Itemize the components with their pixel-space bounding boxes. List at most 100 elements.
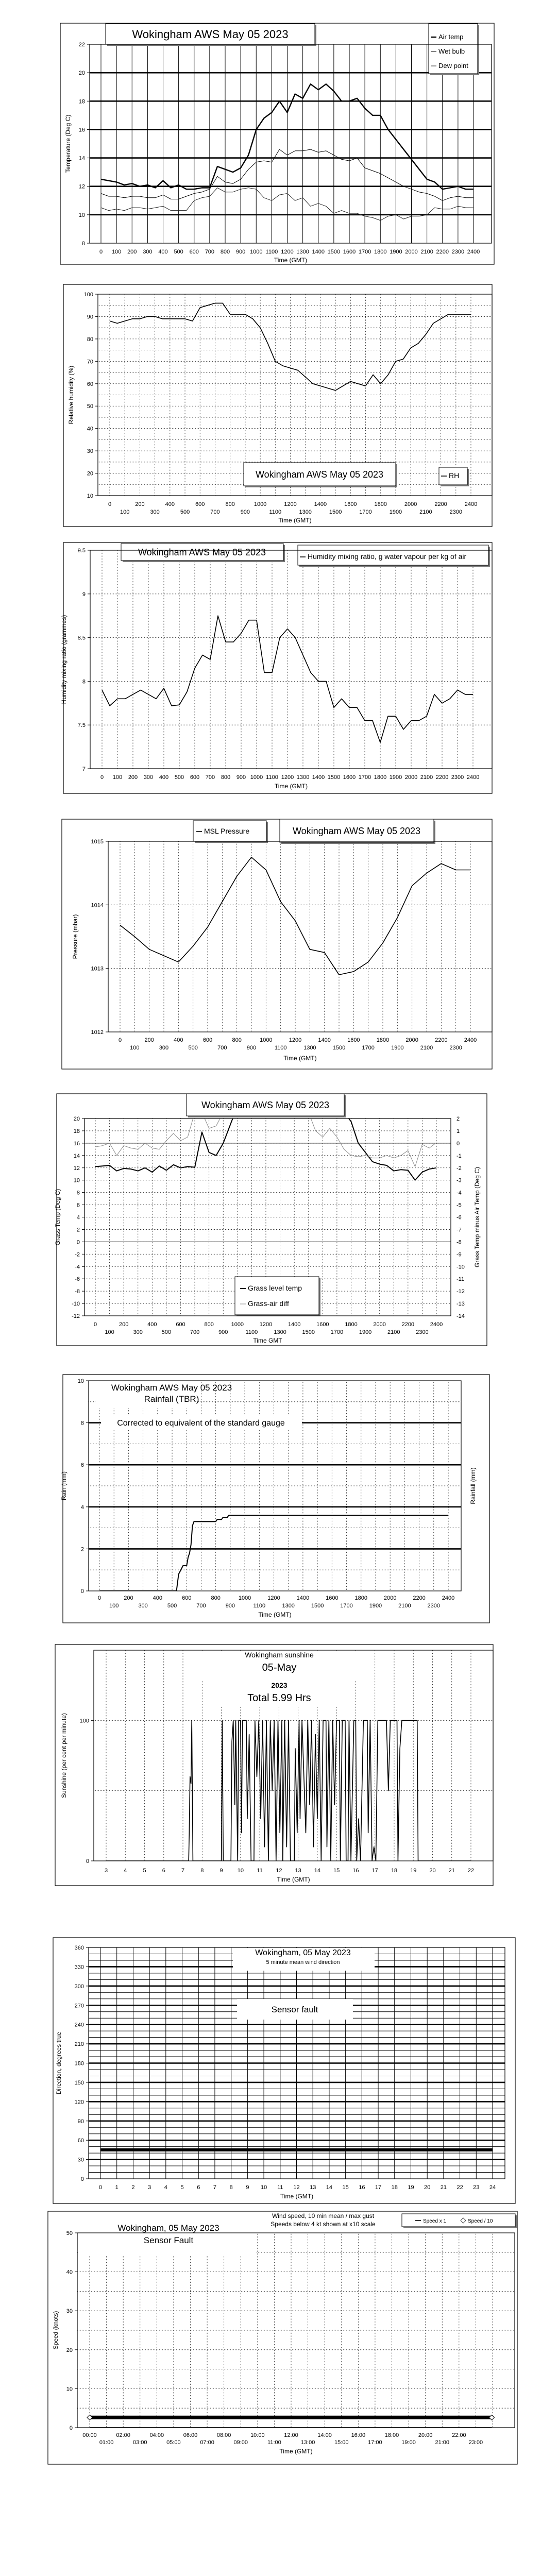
x-tick-label: 11 — [277, 2184, 283, 2191]
y-tick-label: 9 — [82, 591, 86, 598]
series-line-2 — [100, 149, 474, 201]
x-tick-label: 600 — [190, 249, 199, 255]
y2-tick-label: -9 — [457, 1251, 462, 1258]
x-tick-label: 400 — [158, 249, 167, 255]
x-tick-label: 2000 — [384, 1595, 396, 1601]
x-tick-label: 2200 — [413, 1595, 425, 1601]
chart-note: Sensor Fault — [144, 2235, 194, 2245]
x-tick-label: 02:00 — [116, 2432, 130, 2438]
x-tick-label: 1800 — [377, 1037, 389, 1043]
x-tick-label: 2000 — [405, 774, 417, 781]
x-axis-label: Time (GMT) — [274, 257, 307, 264]
x-tick-label: 9 — [220, 1868, 223, 1874]
x-tick-label: 18 — [391, 1868, 397, 1874]
y-tick-label: 20 — [74, 1116, 80, 1122]
series-group — [109, 302, 471, 391]
y-tick-label: 6 — [81, 1462, 84, 1468]
chart-note: Sensor fault — [272, 2005, 318, 2014]
x-tick-label: 2300 — [449, 1045, 462, 1051]
x-tick-label: 1600 — [316, 1321, 329, 1328]
series-line-1 — [99, 1515, 448, 1591]
x-tick-label: 1200 — [284, 501, 296, 507]
x-tick-label: 600 — [176, 1321, 185, 1328]
legend-label: Speed / 10 — [468, 2218, 493, 2224]
x-tick-label: 600 — [182, 1595, 191, 1601]
text-mask — [237, 1999, 353, 2020]
x-tick-label: 2400 — [464, 1037, 477, 1043]
chart-note: Corrected to equivalent of the standard … — [117, 1419, 285, 1428]
x-tick-label: 0 — [99, 249, 103, 255]
x-tick-label: 1100 — [275, 1045, 287, 1051]
y-tick-label: -6 — [75, 1276, 80, 1282]
y2-tick-label: -4 — [457, 1190, 462, 1196]
text-mask — [95, 1382, 198, 1408]
x-tick-label: 05:00 — [166, 2439, 181, 2446]
chart-title: Wokingham AWS May 05 2023 — [293, 826, 420, 836]
x-tick-label: 400 — [165, 501, 175, 507]
chart-frame — [61, 819, 493, 1070]
gridlines — [89, 1947, 505, 2179]
x-tick-label: 8 — [230, 2184, 233, 2191]
grass-temperature-chart: -12-10-8-6-4-202468101214161820-14-13-12… — [54, 1093, 487, 1346]
x-tick-label: 600 — [203, 1037, 212, 1043]
x-axis-label: Time (GMT) — [275, 783, 308, 790]
legend-or-title-box — [186, 1093, 345, 1116]
series-line-2 — [95, 1118, 437, 1167]
x-tick-label: 2000 — [405, 249, 417, 255]
x-tick-label: 1600 — [347, 1037, 360, 1043]
x-tick-label: 700 — [217, 1045, 227, 1051]
x-tick-label: 800 — [211, 1595, 220, 1601]
y-tick-label: 1013 — [91, 966, 104, 972]
x-tick-label: 500 — [188, 1045, 197, 1051]
y-tick-label: 20 — [87, 471, 93, 477]
x-tick-label: 1400 — [312, 774, 325, 781]
legend-label: Grass level temp — [248, 1284, 302, 1292]
x-tick-label: 0 — [94, 1321, 97, 1328]
x-tick-label: 1300 — [282, 1603, 294, 1609]
x-tick-label: 300 — [133, 1329, 143, 1335]
x-tick-label: 1300 — [274, 1329, 286, 1335]
x-axis-label: Time (GMT) — [277, 1876, 310, 1883]
x-tick-label: 0 — [98, 1595, 101, 1601]
x-tick-label: 2400 — [442, 1595, 454, 1601]
y2-tick-label: -14 — [457, 1313, 465, 1319]
x-axis-label: Time GMT — [253, 1337, 282, 1344]
x-tick-label: 03:00 — [133, 2439, 147, 2446]
x-tick-label: 200 — [144, 1037, 154, 1043]
y-tick-label: 10 — [87, 493, 93, 499]
series-line-1 — [100, 83, 474, 190]
x-tick-label: 00:00 — [82, 2432, 97, 2438]
y-tick-label: 14 — [79, 156, 85, 162]
y-tick-label: 90 — [78, 2119, 84, 2125]
y-tick-label: 10 — [74, 1178, 80, 1184]
x-tick-label: 15 — [343, 2184, 349, 2191]
plot-area — [97, 294, 493, 496]
legend-label: MSL Pressure — [204, 827, 249, 835]
x-tick-label: 19:00 — [401, 2439, 416, 2446]
y-tick-label: 0 — [81, 1588, 84, 1595]
x-tick-label: 1800 — [345, 1321, 357, 1328]
x-tick-label: 400 — [153, 1595, 162, 1601]
x-tick-label: 13 — [310, 2184, 316, 2191]
x-tick-label: 500 — [162, 1329, 171, 1335]
sunshine-chart: 0 100 3 4 5 6 7 8 9 10 11 12 13 14 15 16 17 18 19 20 21 22 Tim… — [55, 1644, 494, 1886]
x-tick-label: 19 — [408, 2184, 414, 2191]
x-tick-label: 1500 — [328, 249, 340, 255]
x-tick-label: 700 — [196, 1603, 206, 1609]
x-tick-label: 2100 — [419, 509, 432, 515]
chart-header-0: Wind speed, 10 min mean / max gust — [272, 2212, 375, 2219]
x-tick-label: 1100 — [266, 249, 278, 255]
x-tick-label: 1000 — [231, 1321, 244, 1328]
series-line-1 — [102, 615, 473, 743]
x-tick-label: 4 — [124, 1868, 127, 1874]
x-tick-label: 800 — [232, 1037, 241, 1043]
x-tick-label: 12:00 — [284, 2432, 298, 2438]
x-tick-label: 2400 — [430, 1321, 443, 1328]
y-tick-label: -10 — [72, 1301, 80, 1307]
x-tick-label: 500 — [167, 1603, 177, 1609]
x-tick-label: 10:00 — [250, 2432, 265, 2438]
x-tick-label: 5 — [143, 1868, 146, 1874]
x-tick-label: 2200 — [402, 1321, 414, 1328]
x-tick-label: 1500 — [302, 1329, 315, 1335]
y2-tick-label: -1 — [457, 1153, 462, 1159]
